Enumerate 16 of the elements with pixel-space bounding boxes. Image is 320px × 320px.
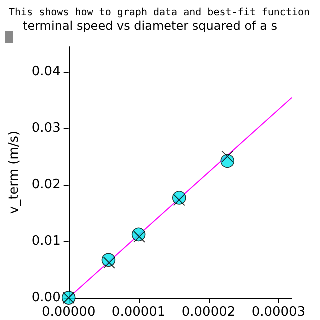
y-axis-title: v_term (m/s) (7, 130, 22, 214)
x-tick-label: 0.00000 (42, 305, 96, 320)
point (222, 150, 234, 163)
y-tick-label: 0.03 (32, 120, 61, 136)
y-tick-label: 0.00 (32, 290, 61, 306)
x-tick-label: 0.00002 (182, 305, 236, 320)
x-tick-label: 0.00001 (112, 305, 166, 320)
y-tick-label: 0.02 (32, 177, 61, 192)
point (173, 194, 186, 206)
y-tick-label: 0.04 (32, 64, 61, 80)
y-tick-label: 0.01 (32, 234, 61, 249)
point (103, 256, 116, 269)
chart-title: terminal speed vs diameter squared of a s (23, 19, 278, 33)
x-tick-label: 0.00003 (252, 305, 306, 320)
point (134, 230, 146, 243)
text: This shows how to graph data and best-fit function (9, 8, 310, 18)
